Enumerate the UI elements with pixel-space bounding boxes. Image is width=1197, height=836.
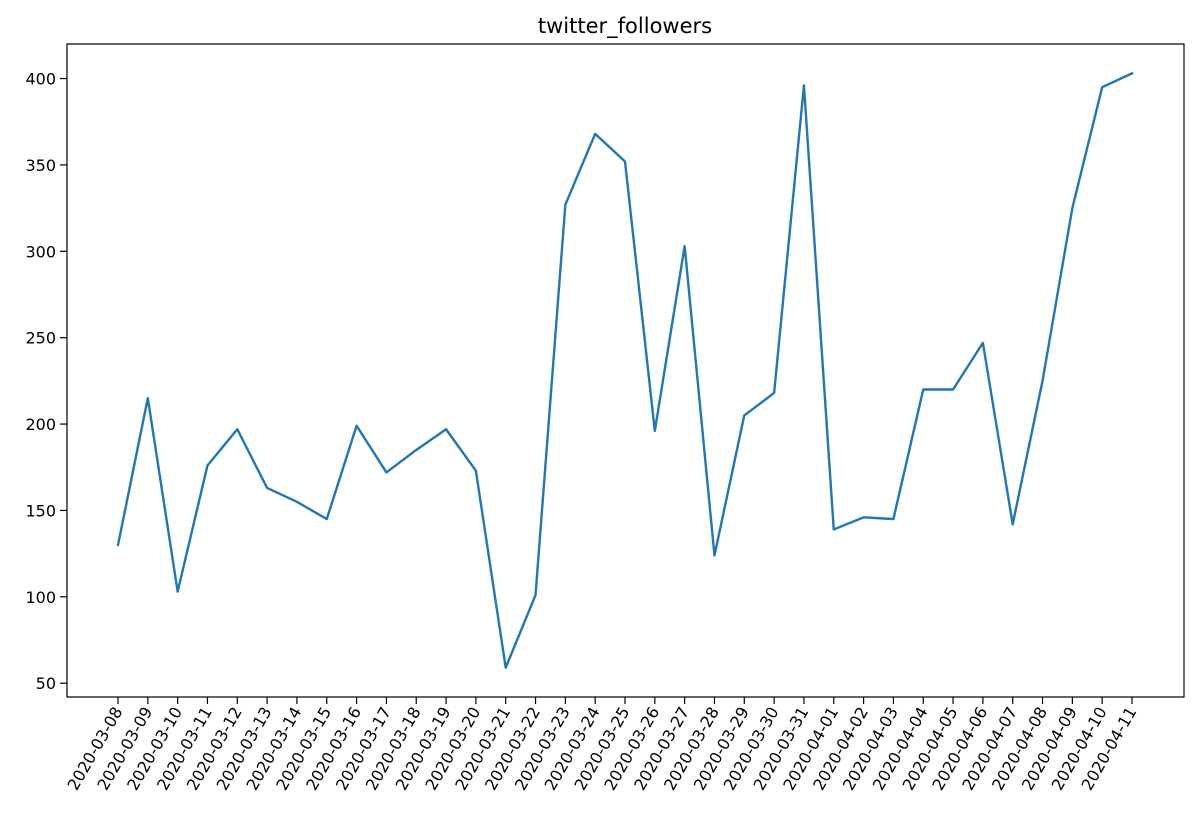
y-tick-label: 100 xyxy=(25,588,56,607)
plot-frame xyxy=(66,43,1185,698)
chart-title: twitter_followers xyxy=(538,14,712,39)
y-tick-label: 250 xyxy=(25,329,56,348)
series-line xyxy=(116,71,1134,669)
y-tick-label: 50 xyxy=(36,674,56,693)
y-tick-label: 150 xyxy=(25,501,56,520)
y-tick-label: 350 xyxy=(25,156,56,175)
y-tick-label: 400 xyxy=(25,70,56,89)
y-axis: 50 100 150 200 250 300 350 400 xyxy=(25,70,67,693)
x-axis: 2020-03-082020-03-092020-03-102020-03-11… xyxy=(64,697,1140,794)
series-layer xyxy=(116,71,1134,669)
y-tick-label: 200 xyxy=(25,415,56,434)
y-tick-label: 300 xyxy=(25,242,56,261)
